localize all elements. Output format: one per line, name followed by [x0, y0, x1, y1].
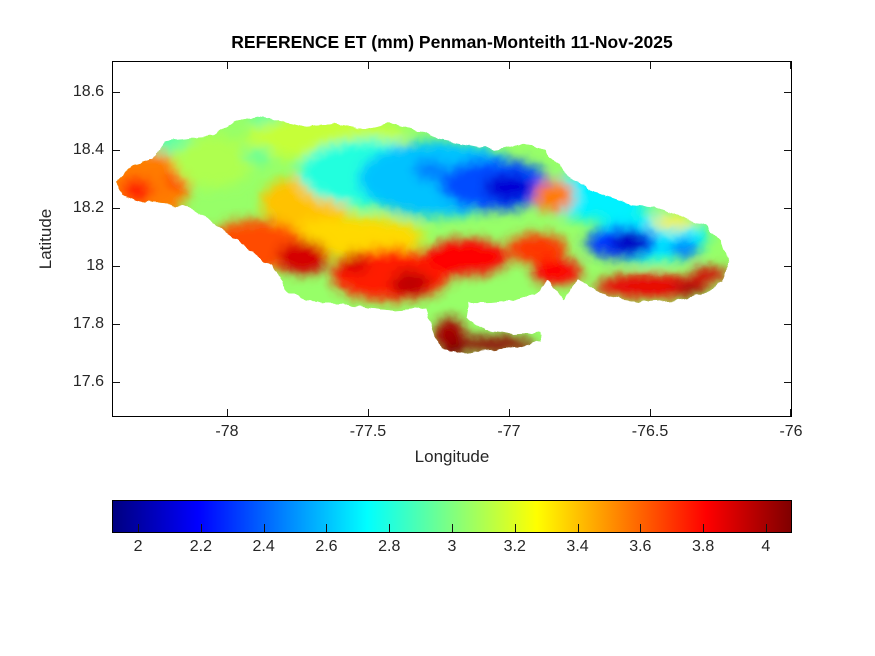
colorbar-tick-label: 2.2 — [189, 538, 212, 555]
x-tick-mark — [790, 409, 791, 416]
x-tick-mark — [508, 409, 510, 416]
y-tick-label: 17.6 — [72, 373, 104, 391]
colorbar-tick-label: 2.4 — [252, 538, 275, 555]
et-field-southeast-darkred — [673, 282, 706, 297]
colorbar-tick-label: 3.4 — [566, 538, 589, 555]
colorbar-tick-mark — [263, 524, 265, 532]
et-field-ne-coast-yellow — [650, 215, 695, 230]
et-field-southwest-red — [277, 240, 330, 275]
colorbar-tick-mark — [200, 524, 202, 532]
et-field-north-central-deepblue — [484, 173, 534, 202]
colorbar-tick-label: 4 — [761, 538, 771, 555]
et-field-west-green — [172, 135, 253, 188]
y-tick-mark — [784, 324, 791, 326]
y-tick-mark — [784, 207, 791, 209]
et-field-mideast-orange-north — [534, 180, 575, 213]
colorbar-tick-mark — [138, 524, 140, 532]
colorbar-tick-mark — [326, 524, 328, 532]
y-tick-label: 17.8 — [72, 315, 104, 333]
et-field-south-red-2 — [338, 253, 369, 274]
colorbar-tick-mark — [703, 524, 705, 532]
y-tick-label: 18.6 — [72, 82, 104, 100]
x-tick-mark — [649, 409, 651, 416]
et-field-east-tip-red — [691, 266, 728, 283]
colorbar-tick-mark — [577, 524, 579, 532]
colorbar-tick-label: 2 — [133, 538, 143, 555]
plot-area — [112, 61, 792, 417]
colorbar-tick-label: 3.2 — [503, 538, 526, 555]
y-tick-label: 18 — [86, 256, 104, 274]
et-field-mideast-orange-south — [507, 233, 568, 264]
x-tick-mark — [367, 62, 369, 69]
island-group — [115, 116, 729, 353]
colorbar-tick-mark — [452, 524, 453, 532]
y-tick-mark — [784, 382, 791, 384]
colorbar-tick-mark — [389, 524, 391, 532]
et-field-kingston-red — [531, 258, 582, 285]
x-tick-label: -78 — [215, 423, 239, 440]
x-tick-mark — [649, 62, 651, 69]
colorbar-tick-label: 3.8 — [691, 538, 715, 555]
y-tick-label: 18.4 — [72, 140, 104, 158]
y-tick-mark — [113, 382, 120, 384]
et-field-blobs — [115, 116, 728, 353]
colorbar-tick-label: 2.6 — [315, 538, 338, 555]
et-field-east-blue-2 — [667, 239, 700, 258]
colorbar-tick-mark — [514, 524, 516, 532]
y-tick-mark — [113, 149, 120, 151]
y-tick-mark — [784, 149, 791, 151]
x-axis-label: Longitude — [414, 447, 490, 466]
x-tick-mark — [790, 62, 791, 69]
x-tick-mark — [508, 62, 510, 69]
et-field-south-red-1 — [390, 271, 431, 296]
et-field-bluemtn-deepblue — [611, 232, 650, 253]
x-tick-label: -77 — [497, 423, 521, 440]
colorbar-tick-label: 3.6 — [629, 538, 652, 555]
et-field-clarendon-red — [424, 239, 509, 276]
x-tick-label: -76.5 — [631, 423, 669, 440]
y-tick-mark — [113, 207, 120, 209]
x-tick-mark — [226, 409, 228, 416]
et-field-west-orange-core — [120, 178, 153, 203]
y-tick-mark — [113, 324, 120, 326]
y-tick-mark — [784, 91, 791, 93]
colorbar-tick-label: 3 — [447, 538, 457, 555]
colorbar-tick-mark — [765, 524, 767, 532]
x-tick-label: -77.5 — [349, 423, 387, 440]
y-tick-label: 18.2 — [72, 198, 104, 216]
et-field-blue-spot-west — [414, 160, 446, 181]
colorbar-tick-mark — [640, 524, 642, 532]
y-tick-mark — [113, 265, 120, 267]
x-tick-mark — [226, 62, 228, 69]
et-field-hook-darkred — [454, 336, 535, 353]
x-tick-label: -76 — [779, 423, 803, 440]
chart-title: REFERENCE ET (mm) Penman-Monteith 11-Nov… — [231, 32, 673, 52]
y-tick-mark — [784, 265, 791, 267]
jamaica-et-map — [115, 116, 729, 353]
et-field-portland-tip-darkred — [442, 340, 463, 353]
colorbar-tick-label: 2.8 — [378, 538, 401, 555]
et-field-central-cyan-spot — [244, 146, 272, 165]
y-tick-mark — [113, 91, 120, 93]
x-tick-mark — [367, 409, 369, 416]
colorbar — [112, 500, 792, 533]
